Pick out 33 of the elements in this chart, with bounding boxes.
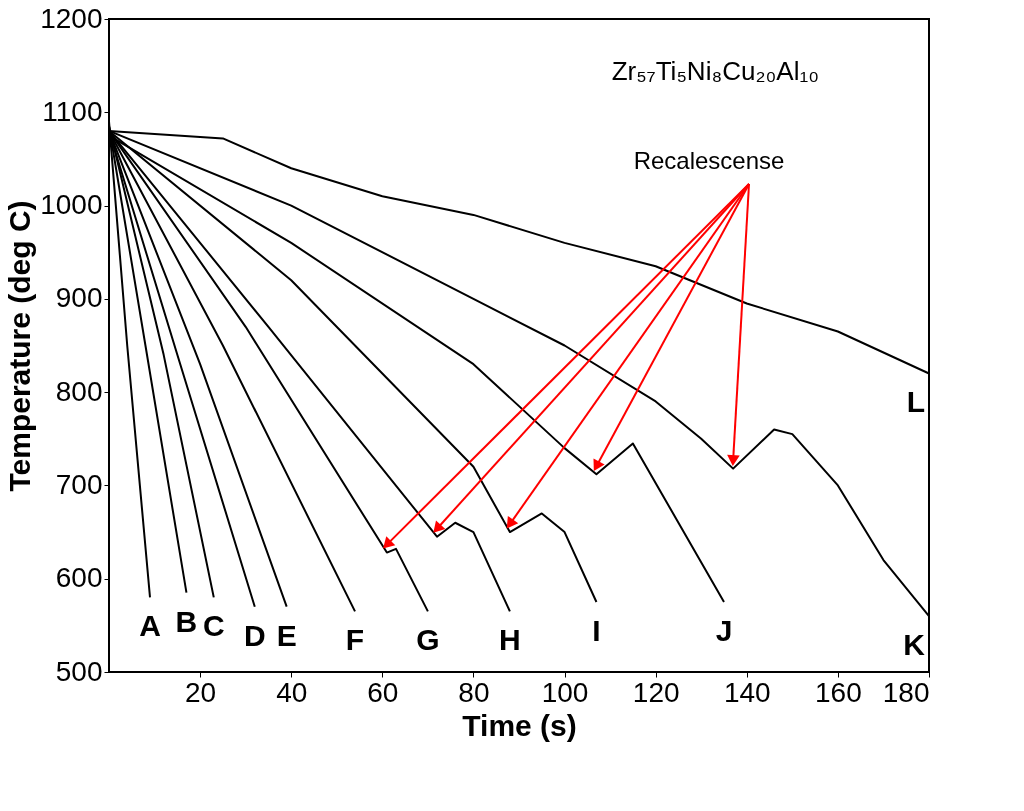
y-tick-label: 500 xyxy=(55,655,103,687)
series-label: H xyxy=(499,623,521,657)
series-label: J xyxy=(715,614,733,648)
y-tick-label: 800 xyxy=(55,375,103,407)
annotation: Zr₅₇Ti₅Ni₈Cu₂₀Al₁₀ xyxy=(611,56,819,86)
series-label: A xyxy=(139,609,161,643)
series-label: L xyxy=(906,385,925,419)
x-tick-label: 140 xyxy=(723,676,771,708)
x-tick-label: 80 xyxy=(458,676,490,708)
y-tick-label: 1000 xyxy=(40,189,103,221)
x-axis-title: Time (s) xyxy=(462,708,577,742)
y-tick-label: 600 xyxy=(55,562,103,594)
series-label: B xyxy=(175,604,198,638)
annotation: Recalescense xyxy=(633,147,785,174)
series-label: E xyxy=(276,618,297,652)
x-tick-label: 20 xyxy=(185,676,217,708)
y-tick-label: 1200 xyxy=(40,2,103,34)
series-label: I xyxy=(592,614,601,648)
y-tick-label: 900 xyxy=(55,282,103,314)
y-tick-label: 700 xyxy=(55,468,103,500)
series-label: D xyxy=(243,618,266,652)
x-tick-label: 40 xyxy=(276,676,308,708)
series-label: G xyxy=(416,623,440,657)
series-label: K xyxy=(903,628,926,662)
series-label: C xyxy=(202,609,225,643)
x-tick-label: 120 xyxy=(632,676,680,708)
y-tick-label: 1100 xyxy=(42,95,103,127)
x-tick-label: 100 xyxy=(541,676,589,708)
x-tick-label: 160 xyxy=(815,676,862,708)
series-label: F xyxy=(345,623,365,657)
y-axis-title: Temperature (deg C) xyxy=(3,200,37,492)
x-tick-label: 180 xyxy=(882,676,930,708)
x-tick-label: 60 xyxy=(367,676,399,708)
